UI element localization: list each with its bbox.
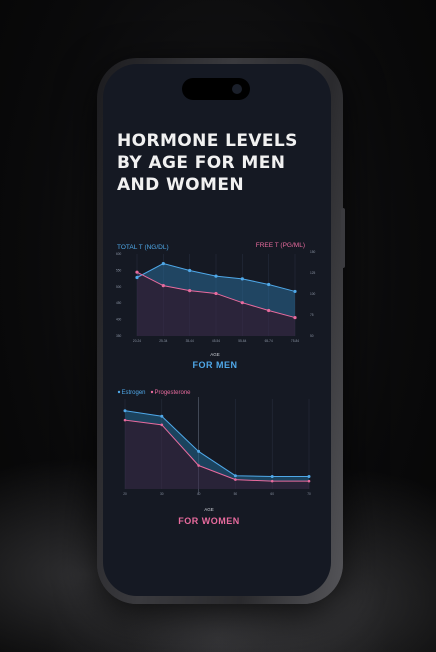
women-progesterone-point (123, 418, 127, 422)
men-free-t-point (267, 308, 271, 313)
women-estrogen-point (123, 409, 127, 413)
men-total-t-point (240, 277, 244, 281)
men-x-tick-label: 20-24 (133, 339, 141, 343)
phone-side-button (341, 208, 345, 268)
women-legend-marker (117, 390, 121, 394)
men-free-t-point (135, 270, 139, 274)
women-estrogen-point (233, 474, 237, 478)
women-x-tick-label: 60 (270, 492, 274, 496)
men-free-t-point (293, 315, 297, 320)
men-x-tick-label: 25-34 (159, 339, 167, 343)
women-progesterone-point (234, 478, 237, 481)
women-x-axis-label: AGE (204, 507, 214, 512)
phone-screen: HORMONE LEVELS BY AGE FOR MEN AND WOMEN … (103, 64, 331, 596)
women-progesterone-line (124, 419, 309, 482)
women-legend-label: Estrogen (122, 390, 146, 396)
page-title: HORMONE LEVELS BY AGE FOR MEN AND WOMEN (117, 131, 298, 195)
camera-icon (232, 84, 242, 94)
men-free-t-point (161, 284, 165, 288)
women-x-tick-label: 20 (123, 492, 127, 496)
men-chart: TOTAL T (NG/DL) FREE T (PG/ML) 20-24 25-3… (116, 242, 316, 370)
women-progesterone-point (160, 423, 164, 427)
women-estrogen-point (270, 474, 274, 478)
men-total-t-point (161, 261, 165, 266)
women-progesterone-point (270, 479, 274, 483)
men-y-left-tick-label: 550 (116, 268, 122, 272)
women-chart: Estrogen Progesterone 20 30 40 50 60 70 AGE FO… (117, 390, 311, 526)
women-under-fill (125, 420, 309, 489)
women-estrogen-point (197, 449, 201, 453)
women-legend-marker (150, 390, 154, 394)
women-caption: FOR WOMEN (178, 516, 240, 526)
men-y-left-tick-label: 450 (116, 301, 122, 305)
women-estrogen-point (307, 474, 311, 478)
men-x-tick-label: 35-44 (186, 339, 194, 343)
women-estrogen-point (160, 414, 164, 418)
men-x-tick-label: 75-84 (291, 339, 299, 343)
phone-mockup: HORMONE LEVELS BY AGE FOR MEN AND WOMEN … (97, 58, 345, 604)
men-y-left-tick-label: 350 (116, 334, 122, 338)
men-y-right-tick-label: 150 (310, 250, 316, 254)
axis-label-left: TOTAL T (NG/DL) (117, 244, 169, 251)
men-x-tick-label: 45-54 (212, 339, 220, 343)
women-legend-label: Progesterone (155, 390, 192, 396)
men-free-t-point (240, 301, 244, 305)
men-x-axis-label: AGE (210, 352, 220, 357)
dynamic-island (182, 78, 250, 100)
men-total-t-point (293, 289, 297, 294)
men-x-tick-label: 55-64 (238, 339, 246, 343)
women-x-tick-label: 40 (197, 492, 201, 496)
women-progesterone-point (197, 464, 200, 467)
men-y-right-tick-label: 100 (310, 292, 316, 296)
women-x-tick-label: 30 (160, 492, 164, 496)
men-y-right-tick-label: 50 (310, 334, 314, 338)
men-y-right-tick-label: 125 (310, 271, 316, 275)
men-y-left-tick-label: 600 (116, 252, 122, 256)
men-y-left-tick-label: 500 (116, 285, 122, 289)
men-free-t-point (188, 289, 192, 293)
men-total-t-point (188, 268, 192, 273)
men-band-fill (137, 263, 295, 318)
men-y-right-tick-label: 75 (310, 313, 314, 317)
women-x-tick-label: 70 (307, 492, 311, 496)
men-free-t-point (214, 291, 218, 296)
axis-label-right: FREE T (PG/ML) (256, 242, 305, 249)
men-total-t-point (214, 274, 218, 278)
women-band-fill (125, 410, 309, 482)
men-total-t-point (267, 282, 271, 287)
men-x-tick-label: 65-74 (265, 339, 273, 343)
men-y-left-tick-label: 400 (116, 318, 122, 322)
men-total-t-point (135, 275, 139, 280)
men-caption: FOR MEN (193, 360, 238, 370)
women-progesterone-point (307, 479, 311, 483)
women-estrogen-line (124, 410, 309, 477)
women-x-tick-label: 50 (234, 492, 238, 496)
